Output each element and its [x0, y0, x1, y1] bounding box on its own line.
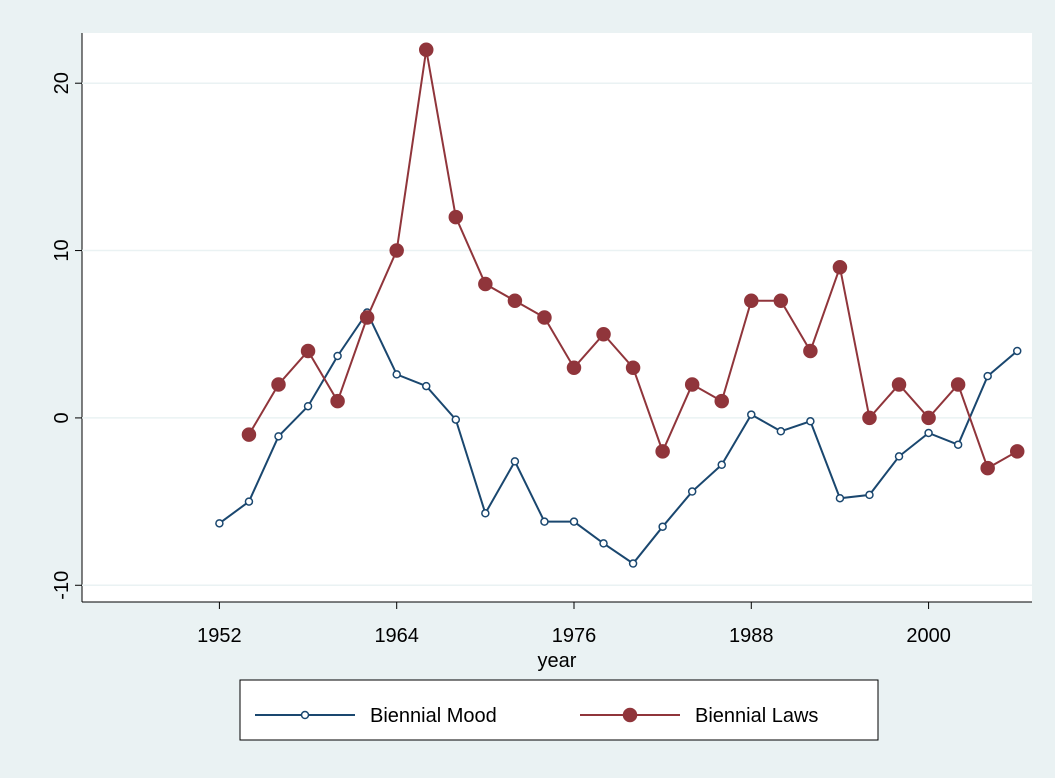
x-tick-label: 2000: [906, 625, 951, 647]
point: [537, 310, 552, 325]
legend: [239, 679, 879, 741]
point: [448, 209, 464, 225]
series-line: [218, 310, 1018, 565]
point: [921, 410, 936, 426]
point: [421, 381, 431, 391]
point: [359, 310, 375, 325]
point: [215, 519, 224, 528]
point: [950, 377, 966, 392]
point: [747, 410, 756, 419]
y-tick-label: 20: [51, 72, 73, 94]
point: [507, 293, 523, 309]
point: [451, 415, 461, 424]
point: [803, 343, 818, 359]
point: [569, 517, 579, 526]
point: [389, 243, 404, 258]
point: [241, 427, 257, 442]
point: [330, 393, 345, 409]
point: [596, 326, 611, 342]
point: [983, 371, 992, 381]
point: [924, 428, 933, 438]
point: [244, 497, 254, 506]
x-tick-label: 1976: [552, 625, 597, 647]
point: [274, 432, 283, 441]
x-tick-label: 1964: [374, 625, 419, 647]
point: [1012, 346, 1022, 356]
point: [300, 343, 316, 359]
point: [714, 393, 729, 409]
point: [303, 401, 313, 411]
x-tick-label: 1952: [197, 625, 242, 647]
point: [510, 457, 520, 466]
point: [392, 370, 401, 379]
point: [776, 427, 786, 436]
point: [655, 444, 670, 459]
point: [566, 360, 582, 375]
point: [862, 410, 877, 426]
point: [418, 42, 434, 57]
point: [271, 377, 286, 392]
point: [744, 293, 759, 309]
x-tick-label: 1988: [729, 625, 774, 647]
x-axis-title: year: [538, 650, 577, 672]
point: [806, 417, 815, 426]
point: [481, 509, 490, 518]
point: [894, 452, 904, 461]
point: [687, 487, 697, 496]
point: [773, 293, 789, 309]
legend-label: Biennial Mood: [370, 705, 497, 727]
point: [1009, 444, 1025, 459]
point: [684, 377, 700, 392]
point: [717, 460, 726, 470]
point: [540, 517, 549, 526]
point: [478, 276, 493, 292]
point: [625, 360, 641, 375]
legend-marker: [622, 707, 638, 723]
point: [835, 493, 845, 503]
point: [865, 490, 874, 500]
point: [658, 522, 667, 531]
y-tick-label: -10: [51, 571, 73, 600]
y-tick-label: 0: [51, 412, 73, 423]
point: [628, 559, 638, 568]
legend-marker: [300, 710, 310, 720]
point: [333, 351, 342, 361]
point: [832, 260, 848, 275]
point: [891, 377, 907, 392]
plot-area: [82, 33, 1032, 602]
point: [980, 460, 995, 476]
legend-label: Biennial Laws: [695, 705, 818, 727]
point: [599, 539, 608, 548]
point: [953, 440, 963, 449]
y-tick-label: 10: [51, 239, 73, 261]
